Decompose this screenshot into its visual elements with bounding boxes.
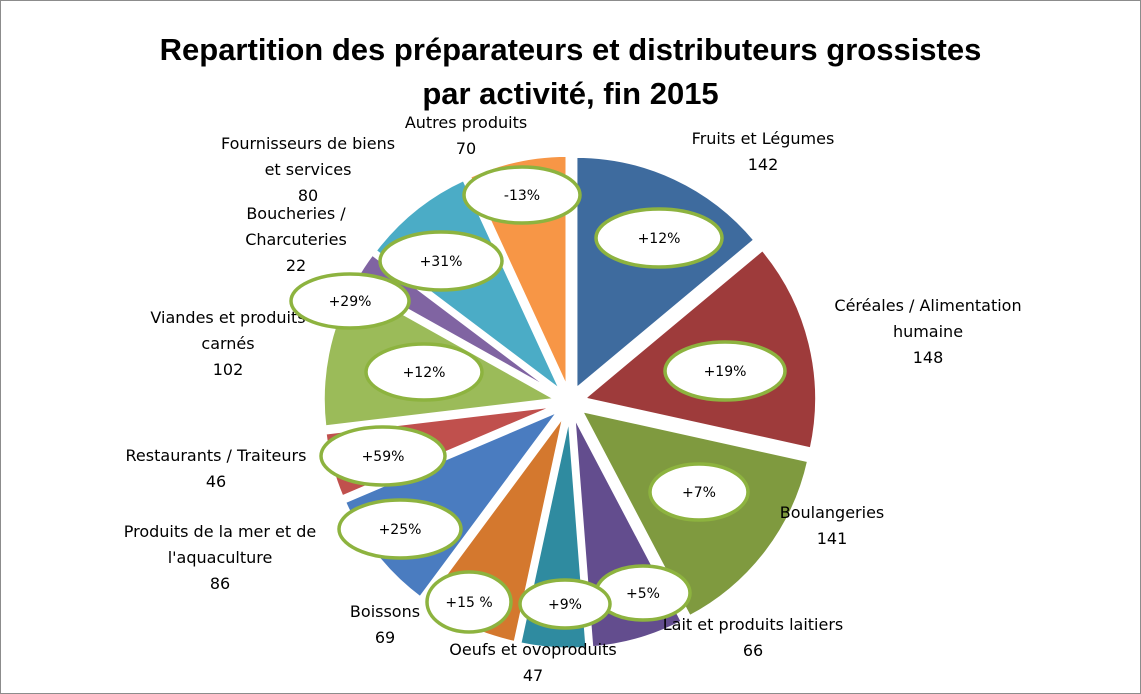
slice-value-1: 142 xyxy=(748,155,779,174)
slice-value-4: 66 xyxy=(743,641,763,660)
callout-oval xyxy=(663,340,787,402)
change-callout-6: +15 % xyxy=(425,570,513,634)
slice-label-1: Fruits et Légumes 142 xyxy=(692,129,835,174)
slice-label-line: carnés xyxy=(201,334,254,353)
slice-label-3: Boulangeries 141 xyxy=(780,503,885,548)
change-label-12: -13% xyxy=(504,188,540,204)
slice-label-line: Fruits et Légumes xyxy=(692,129,835,148)
chart-title-line-1: Repartition des préparateurs et distribu… xyxy=(159,32,982,67)
callout-oval xyxy=(462,165,582,225)
slice-label-8: Restaurants / Traiteurs 46 xyxy=(126,446,307,491)
slice-label-line: Produits de la mer et de xyxy=(124,522,317,541)
change-callout-8: +59% xyxy=(319,425,447,487)
callout-oval xyxy=(594,207,724,269)
slice-label-line: humaine xyxy=(893,322,963,341)
slice-label-9: Viandes et produits carnés 102 xyxy=(150,308,305,379)
change-label-5: +9% xyxy=(548,597,582,613)
change-label-10: +29% xyxy=(329,294,372,310)
callout-oval xyxy=(289,272,411,330)
callout-oval xyxy=(337,498,463,560)
callout-oval xyxy=(319,425,447,487)
change-label-2: +19% xyxy=(704,364,747,380)
slice-label-2: Céréales / Alimentation humaine 148 xyxy=(834,296,1021,367)
slice-label-4: Lait et produits laitiers 66 xyxy=(663,615,844,660)
change-callout-2: +19% xyxy=(663,340,787,402)
slice-label-line: Boucheries / xyxy=(246,204,346,223)
change-label-3: +7% xyxy=(682,485,716,501)
slice-value-9: 102 xyxy=(213,360,244,379)
change-label-6: +15 % xyxy=(445,595,492,611)
change-callout-10: +29% xyxy=(289,272,411,330)
slice-label-line: l'aquaculture xyxy=(168,548,273,567)
slice-label-line: Viandes et produits xyxy=(150,308,305,327)
slice-label-11: Fournisseurs de biens et services 80 xyxy=(221,134,395,205)
slice-label-7: Produits de la mer et de l'aquaculture 86 xyxy=(124,522,317,593)
slice-value-7: 86 xyxy=(210,574,230,593)
slice-value-5: 47 xyxy=(523,666,543,685)
slice-value-8: 46 xyxy=(206,472,226,491)
slice-value-10: 22 xyxy=(286,256,306,275)
slice-value-6: 69 xyxy=(375,628,395,647)
slice-label-line: Boissons xyxy=(350,602,420,621)
slice-label-line: Restaurants / Traiteurs xyxy=(126,446,307,465)
change-callout-3: +7% xyxy=(648,462,750,522)
change-callout-1: +12% xyxy=(594,207,724,269)
slice-label-line: Oeufs et ovoproduits xyxy=(449,640,616,659)
change-callout-5: +9% xyxy=(518,578,612,630)
change-label-1: +12% xyxy=(638,231,681,247)
slice-value-12: 70 xyxy=(456,139,476,158)
slice-value-3: 141 xyxy=(817,529,848,548)
slice-label-line: Lait et produits laitiers xyxy=(663,615,844,634)
chart-title-line-2: par activité, fin 2015 xyxy=(422,76,719,111)
slice-label-line: Boulangeries xyxy=(780,503,885,522)
change-label-7: +25% xyxy=(379,522,422,538)
slice-label-6: Boissons 69 xyxy=(350,602,420,647)
change-callout-7: +25% xyxy=(337,498,463,560)
change-label-4: +5% xyxy=(626,586,660,602)
slice-label-10: Boucheries / Charcuteries 22 xyxy=(245,204,347,275)
chart-title: Repartition des préparateurs et distribu… xyxy=(0,28,1141,116)
slice-label-line: Autres produits xyxy=(405,113,527,132)
slice-label-line: Charcuteries xyxy=(245,230,347,249)
slice-value-2: 148 xyxy=(913,348,944,367)
callout-oval xyxy=(425,570,513,634)
slice-value-11: 80 xyxy=(298,186,318,205)
change-callout-11: +31% xyxy=(378,230,504,292)
change-label-8: +59% xyxy=(362,449,405,465)
callout-oval xyxy=(518,578,612,630)
slice-label-12: Autres produits 70 xyxy=(405,113,527,158)
change-callout-4: +5% xyxy=(594,564,692,622)
slice-label-5: Oeufs et ovoproduits 47 xyxy=(449,640,616,685)
change-callout-12: -13% xyxy=(462,165,582,225)
change-label-9: +12% xyxy=(403,365,446,381)
slice-label-line: Fournisseurs de biens xyxy=(221,134,395,153)
pie-center xyxy=(552,384,588,420)
callout-oval xyxy=(648,462,750,522)
callout-oval xyxy=(378,230,504,292)
slice-label-line: et services xyxy=(265,160,352,179)
callout-oval xyxy=(364,342,484,402)
change-label-11: +31% xyxy=(420,254,463,270)
change-callout-9: +12% xyxy=(364,342,484,402)
slice-label-line: Céréales / Alimentation xyxy=(834,296,1021,315)
